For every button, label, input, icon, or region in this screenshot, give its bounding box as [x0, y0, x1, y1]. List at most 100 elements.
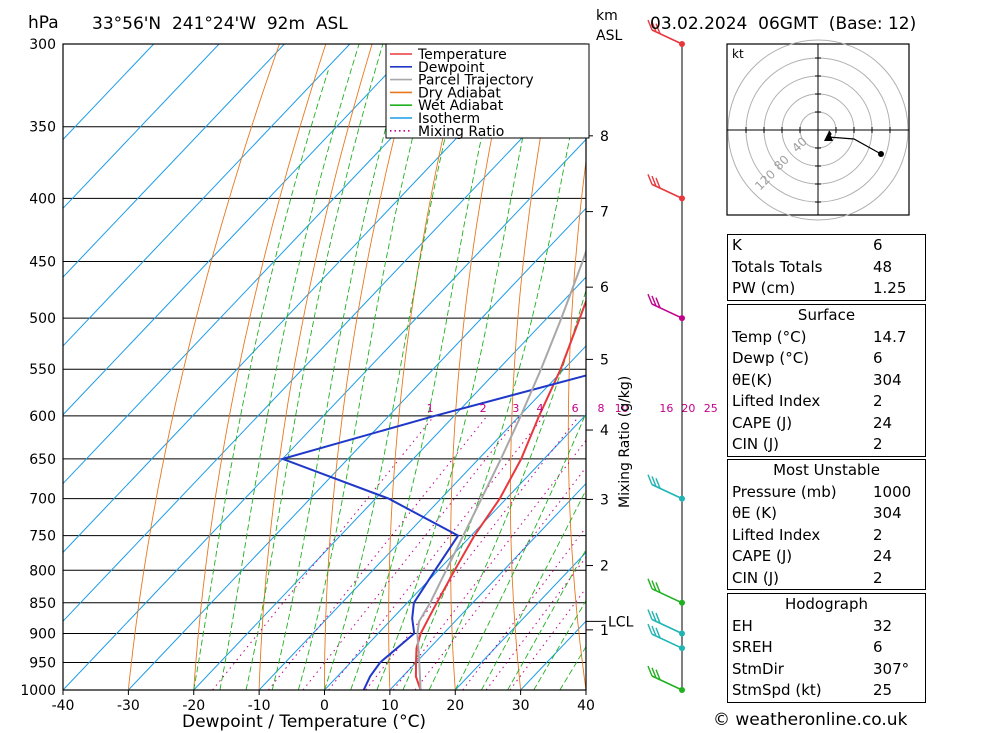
- surface-index-value: 6: [873, 349, 883, 367]
- general-index-key: PW (cm): [732, 279, 796, 297]
- indices-surface-table: Surface Temp (°C) 14.7 Dewp (°C) 6 θE(K) 304 L…: [727, 304, 926, 457]
- wet-adiabat: [350, 44, 503, 690]
- dry-adiabat: [388, 44, 466, 690]
- legend-label: Temperature: [417, 47, 507, 63]
- wind-barb-feather: [651, 625, 657, 637]
- surface-index-row: Dewp (°C) 6: [728, 348, 926, 370]
- wet-adiabat: [324, 44, 468, 690]
- temperature-tick-label: 10: [381, 698, 399, 714]
- wind-barb-feather: [655, 23, 661, 34]
- surface-index-key: Dewp (°C): [732, 349, 810, 367]
- background-lines: [63, 44, 1000, 690]
- most-unstable-index-key: Pressure (mb): [732, 482, 837, 501]
- mixing-ratio-axis-title: Mixing Ratio (g/kg): [617, 376, 633, 508]
- mixing-ratio-line: [462, 526, 586, 690]
- surface-index-row: θE(K) 304: [728, 370, 926, 392]
- pressure-tick-label: 650: [29, 452, 56, 468]
- height-tick-label: 8: [600, 129, 609, 145]
- surface-index-row: Lifted Index 2: [728, 391, 926, 413]
- dry-adiabat: [258, 44, 373, 690]
- surface-index-value: 24: [873, 413, 893, 432]
- general-index-key: Totals Totals: [732, 257, 823, 276]
- wind-barb-feather: [651, 21, 657, 33]
- mixing-ratio-line: [212, 415, 435, 690]
- pressure-tick-label: 850: [29, 596, 56, 612]
- mixing-ratio-label: 1: [427, 402, 434, 415]
- wind-barb-shaft: [651, 483, 683, 500]
- hodograph-index-value: 25: [873, 681, 893, 699]
- most-unstable-index-row: CAPE (J) 24: [728, 546, 926, 568]
- most-unstable-index-row: Pressure (mb) 1000: [728, 482, 926, 504]
- hodograph-index-row: SREH 6: [728, 637, 926, 659]
- wet-adiabat: [507, 548, 586, 690]
- wind-barb-feather: [647, 623, 653, 635]
- wind-barb-feather: [647, 474, 653, 485]
- hodograph-index-row: StmDir 307°: [728, 659, 926, 681]
- surface-index-value: 14.7: [873, 327, 907, 346]
- x-axis-title: Dewpoint / Temperature (°C): [182, 712, 426, 732]
- hodograph-index-key: EH: [732, 616, 753, 635]
- surface-index-key: Lifted Index: [732, 392, 821, 410]
- wind-barb-shaft: [651, 183, 683, 200]
- isotherm: [63, 44, 220, 210]
- dry-adiabat: [509, 44, 558, 690]
- indices-general-table: K 6 Totals Totals 48 PW (cm) 1.25: [727, 234, 926, 301]
- pressure-tick-label: 350: [29, 120, 56, 136]
- surface-index-value: 2: [873, 435, 883, 453]
- dry-adiabat: [127, 44, 280, 690]
- mixing-ratio-label: 8: [597, 402, 604, 415]
- surface-index-row: CAPE (J) 24: [728, 413, 926, 435]
- plot-frame: [62, 43, 587, 691]
- pressure-tick-label: 700: [29, 492, 56, 508]
- wind-barbs: [647, 19, 685, 693]
- pressure-tick-label: 600: [29, 409, 56, 425]
- dry-adiabat: [975, 44, 1000, 690]
- height-tick-label: 6: [600, 280, 609, 296]
- wind-barb-feather: [655, 612, 661, 624]
- storm-motion-marker: [824, 131, 833, 141]
- dry-adiabat: [624, 44, 651, 690]
- pressure-tick-label: 450: [29, 255, 56, 271]
- pressure-tick-label: 900: [29, 626, 56, 642]
- wind-barb-feather: [651, 580, 657, 591]
- wind-barb-feather: [647, 665, 653, 677]
- wet-adiabat: [297, 44, 437, 690]
- hodograph-index-row: StmSpd (kt) 25: [728, 680, 926, 702]
- dry-adiabat: [450, 44, 512, 690]
- surface-index-key: θE(K): [732, 370, 773, 389]
- wet-adiabat: [219, 44, 360, 690]
- isotherm: [63, 44, 351, 347]
- height-tick-label: 1: [600, 623, 609, 639]
- wind-barb-feather: [655, 669, 661, 680]
- isotherm: [389, 482, 586, 690]
- legend-label: Dry Adiabat: [418, 85, 501, 101]
- wet-adiabat: [376, 44, 543, 690]
- most-unstable-index-key: CIN (J): [732, 568, 780, 587]
- legend-label: Wet Adiabat: [418, 98, 504, 114]
- most-unstable-index-value: 304: [873, 504, 902, 522]
- surface-index-row: CIN (J) 2: [728, 434, 926, 456]
- isotherm: [63, 44, 416, 416]
- most-unstable-index-row: θE (K) 304: [728, 503, 926, 525]
- legend-label: Parcel Trajectory: [418, 73, 534, 89]
- dry-adiabat: [679, 44, 717, 690]
- temperature-tick-label: 30: [512, 698, 530, 714]
- pressure-tick-label: 800: [29, 563, 56, 579]
- dry-adiabat: [928, 44, 1000, 690]
- pressure-tick-label: 1000: [20, 683, 56, 699]
- surface-index-key: Temp (°C): [732, 327, 807, 346]
- hodograph-index-value: 307°: [873, 659, 910, 678]
- most-unstable-index-value: 1000: [873, 482, 912, 501]
- most-unstable-index-key: θE (K): [732, 504, 777, 522]
- pressure-tick-label: 750: [29, 529, 56, 545]
- hodograph-end-dot: [878, 151, 884, 157]
- hodograph-index-key: SREH: [732, 638, 773, 656]
- wind-barb-shaft: [651, 633, 683, 649]
- asl-label: ASL: [596, 28, 622, 44]
- wind-barb-feather: [651, 295, 657, 307]
- legend-label: Isotherm: [418, 111, 480, 127]
- wind-barb-shaft: [651, 675, 683, 691]
